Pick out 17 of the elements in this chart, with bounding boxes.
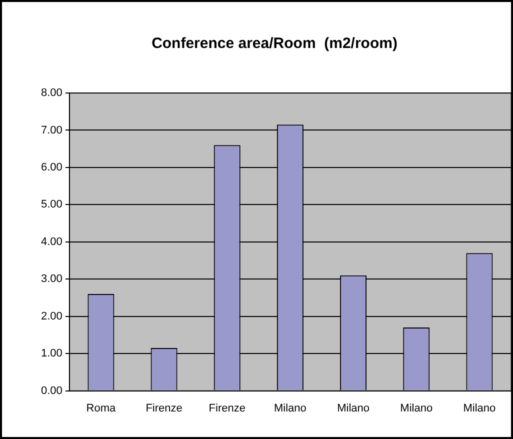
y-tick-label: 8.00: [40, 87, 62, 100]
y-tick-label: 1.00: [40, 348, 62, 360]
y-tick-label: 6.00: [40, 161, 62, 174]
x-tick-label: Firenze: [208, 402, 246, 414]
y-tick-label: 4.00: [40, 236, 62, 248]
y-tick-label: 7.00: [40, 124, 62, 136]
y-tick-label: 0.00: [40, 384, 62, 397]
x-tick-label: Milano: [337, 402, 370, 414]
y-tick-label: 5.00: [40, 198, 62, 211]
x-tick-label: Milano: [274, 402, 306, 414]
x-tick-label: Roma: [86, 402, 117, 414]
y-tick-label: 3.00: [40, 273, 62, 286]
x-tick-label: Milano: [463, 402, 496, 414]
chart-title: Conference area/Room (m2/room): [152, 35, 398, 52]
x-tick-label: Firenze: [146, 402, 182, 414]
x-tick-label: Milano: [400, 402, 433, 414]
y-tick-label: 2.00: [40, 310, 62, 322]
